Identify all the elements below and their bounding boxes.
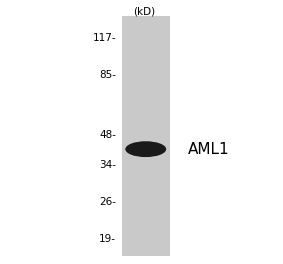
Ellipse shape xyxy=(125,141,166,157)
Text: (kD): (kD) xyxy=(133,7,155,17)
Text: 48-: 48- xyxy=(99,130,116,140)
Text: AML1: AML1 xyxy=(188,142,230,157)
Text: 85-: 85- xyxy=(99,70,116,80)
Text: 117-: 117- xyxy=(93,33,116,43)
Text: 34-: 34- xyxy=(99,160,116,170)
Bar xyxy=(122,16,170,256)
Text: 26-: 26- xyxy=(99,197,116,207)
Text: 19-: 19- xyxy=(99,234,116,244)
